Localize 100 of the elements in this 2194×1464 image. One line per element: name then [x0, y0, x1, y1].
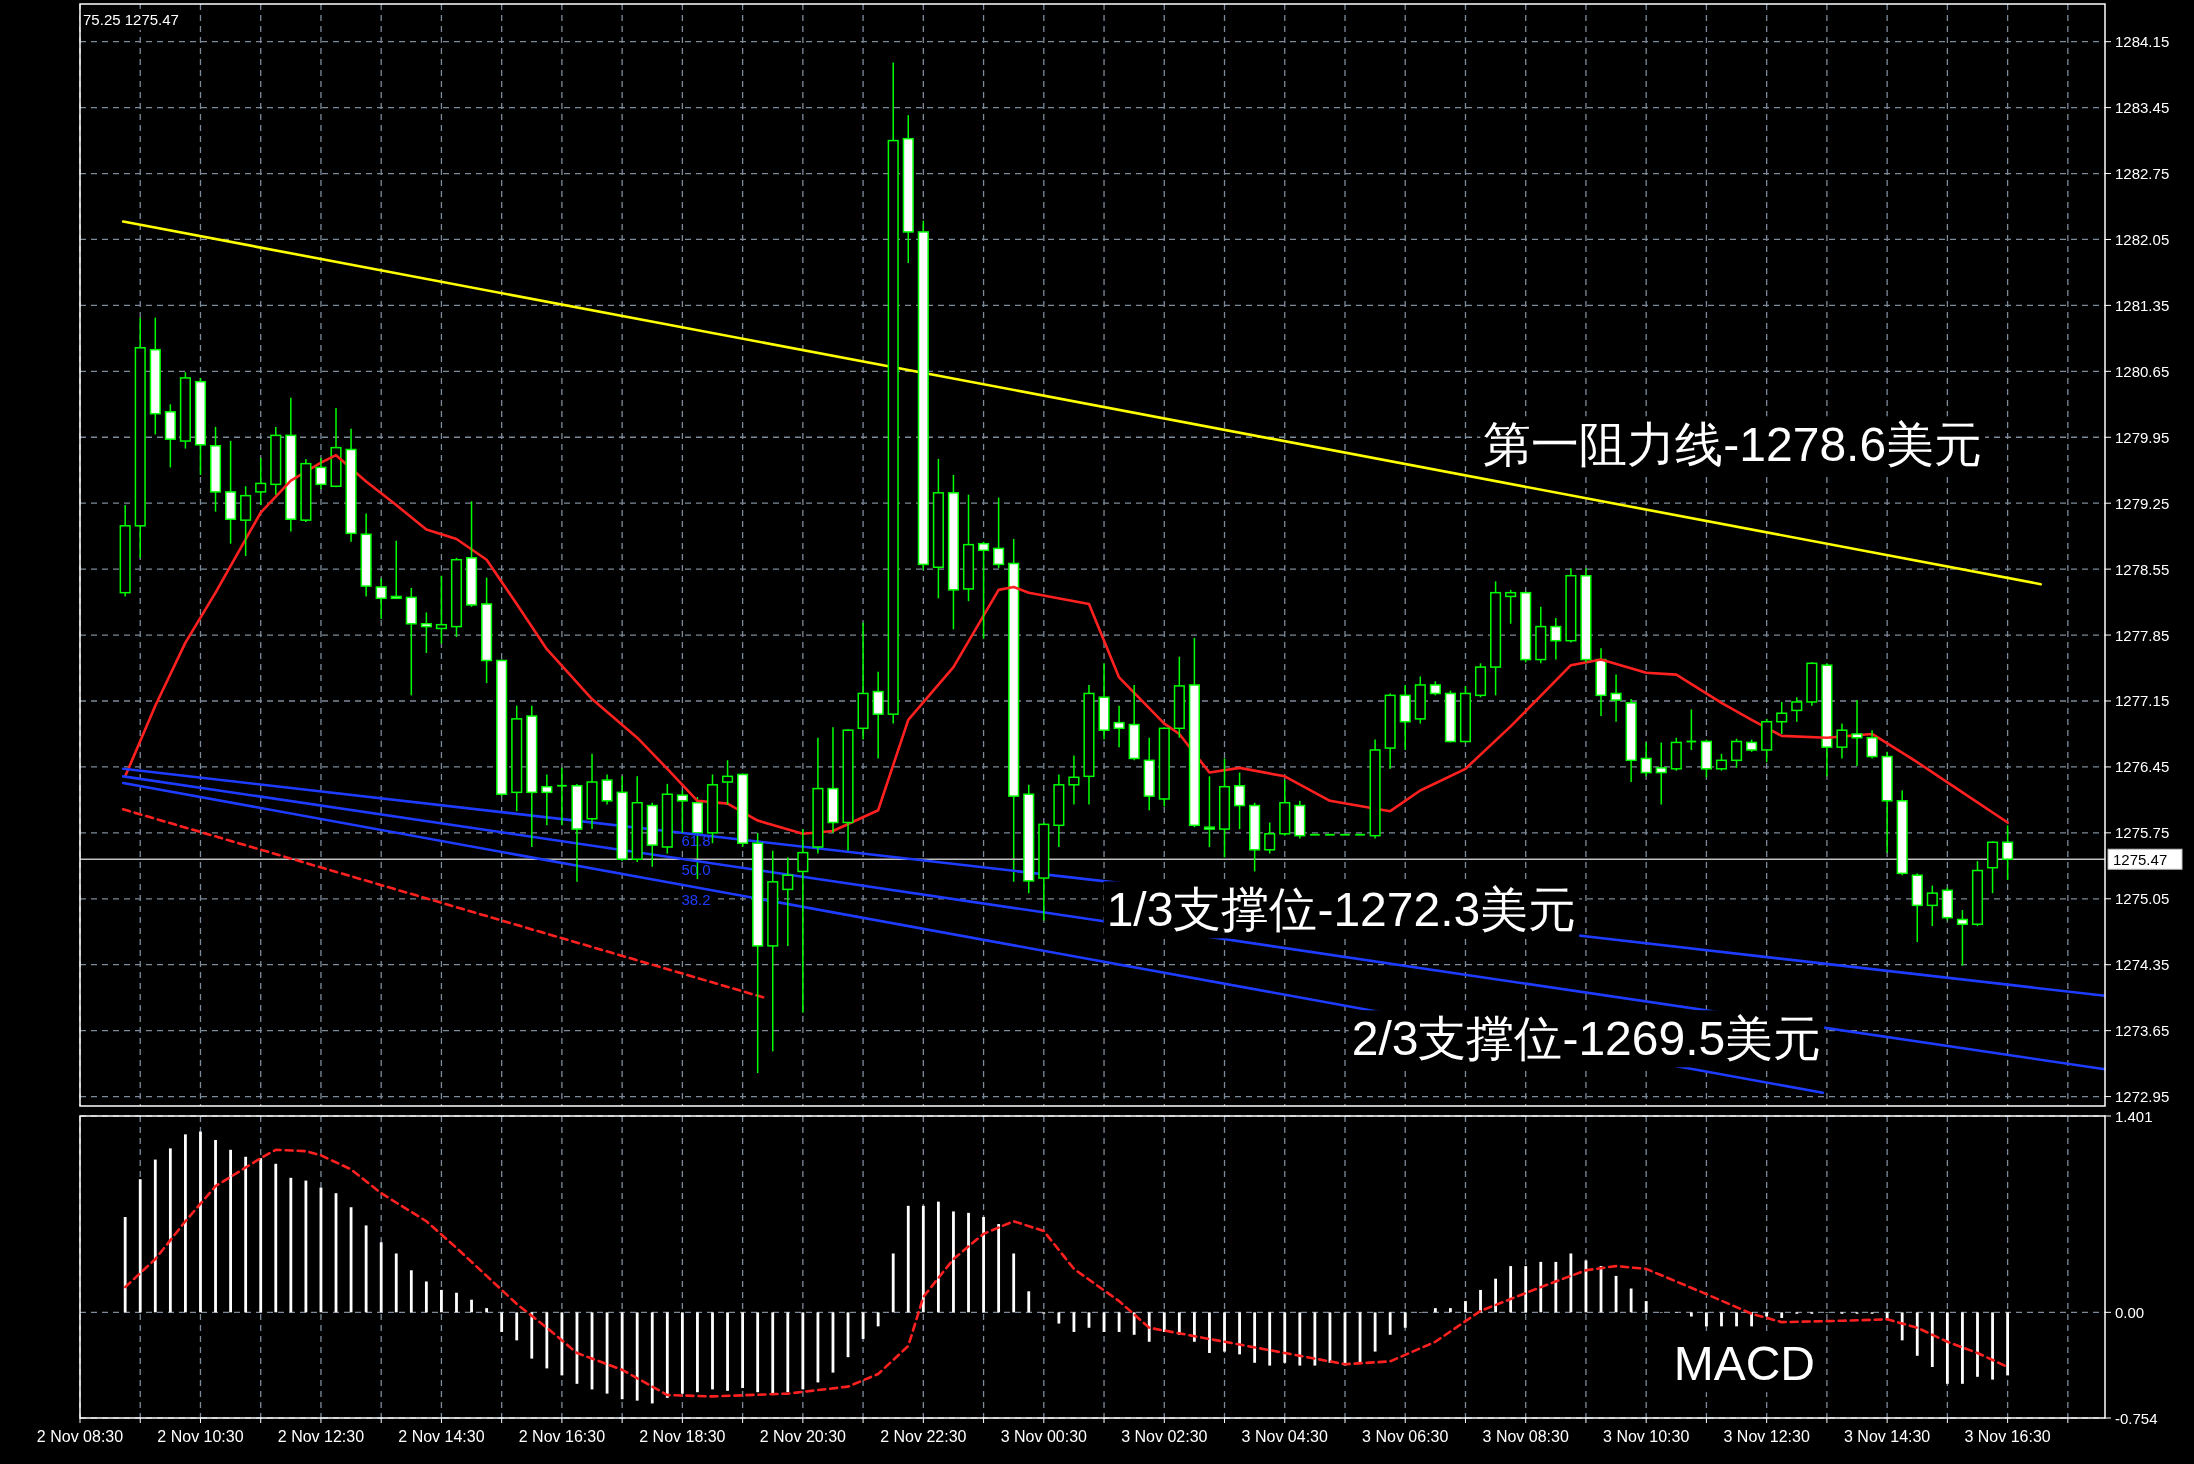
x-tick-label: 3 Nov 16:30 [1964, 1428, 2051, 1445]
bar [214, 1139, 217, 1313]
bar [1735, 1312, 1738, 1327]
annotation: 第一阻力线-1278.6美元 [1483, 418, 1983, 472]
candlestick [1956, 909, 1969, 967]
bar [1509, 1266, 1513, 1313]
bar [1253, 1312, 1257, 1363]
bar [1644, 1301, 1648, 1313]
candlestick [993, 496, 1005, 569]
y-tick-label: 1273.65 [2115, 1022, 2170, 1040]
bar [1976, 1312, 1979, 1377]
candlestick [1234, 771, 1246, 830]
y-tick-label: 1281.35 [2115, 296, 2170, 314]
candlestick [375, 577, 387, 620]
y-tick-label: 1283.45 [2115, 99, 2170, 117]
y-tick-label: 1275.05 [2115, 890, 2170, 908]
y-tick-label: 1282.75 [2115, 165, 2170, 183]
bar [620, 1312, 624, 1400]
ref-line-label: 1275.47 [2113, 850, 2168, 868]
bar [756, 1312, 760, 1393]
candlestick [1505, 589, 1517, 625]
bar [906, 1205, 910, 1313]
y-tick-label: 1276.45 [2115, 758, 2170, 776]
candlestick [1610, 673, 1622, 723]
candlestick [1640, 741, 1652, 778]
y-tick-label: 1280.65 [2115, 362, 2170, 380]
x-tick-label: 2 Nov 20:30 [759, 1428, 847, 1445]
candlestick [390, 540, 402, 600]
bar [1524, 1266, 1528, 1313]
y-tick-label: 1277.85 [2115, 626, 2170, 644]
bar [379, 1242, 383, 1313]
candlestick [1550, 617, 1562, 661]
candlestick [541, 773, 553, 827]
bar [921, 1205, 925, 1313]
y-tick-label: 1279.25 [2115, 494, 2170, 512]
candlestick [1851, 699, 1863, 767]
bar [741, 1312, 745, 1389]
y-tick-label: 1277.15 [2115, 692, 2170, 710]
x-tick-label: 2 Nov 08:30 [36, 1428, 124, 1445]
candlestick [255, 457, 267, 506]
bar [665, 1312, 669, 1398]
bar [1449, 1308, 1452, 1313]
x-tick-label: 2 Nov 18:30 [639, 1428, 726, 1445]
bar [1539, 1261, 1543, 1313]
x-tick-label: 3 Nov 00:30 [1000, 1428, 1088, 1445]
bar [786, 1312, 790, 1393]
candlestick [435, 574, 447, 645]
candlestick [1776, 701, 1788, 735]
bar [1705, 1312, 1708, 1327]
bar [1720, 1312, 1723, 1327]
bar [635, 1312, 639, 1401]
bar [530, 1312, 534, 1359]
x-tick-label: 3 Nov 10:30 [1603, 1428, 1690, 1445]
bar [1961, 1312, 1964, 1384]
bar [876, 1312, 880, 1327]
bar [199, 1131, 202, 1313]
bar [1780, 1312, 1784, 1318]
bar [1464, 1301, 1467, 1313]
bar [1403, 1312, 1407, 1328]
x-tick-label: 3 Nov 04:30 [1241, 1428, 1328, 1445]
bar [1689, 1312, 1693, 1317]
bar [1027, 1291, 1031, 1313]
bar [1930, 1312, 1934, 1367]
bar [711, 1312, 714, 1390]
bar [184, 1134, 187, 1313]
x-tick-label: 3 Nov 08:30 [1482, 1428, 1569, 1445]
bar [1388, 1312, 1392, 1335]
candlestick [872, 671, 884, 760]
candlestick [1264, 821, 1276, 855]
bar [801, 1312, 805, 1390]
candlestick [2002, 824, 2014, 881]
bar [1629, 1288, 1633, 1313]
x-tick-label: 3 Nov 02:30 [1121, 1428, 1208, 1445]
bar [304, 1180, 308, 1313]
bar [440, 1289, 443, 1313]
bar [394, 1253, 398, 1313]
bar [726, 1312, 729, 1391]
candlestick [1655, 741, 1667, 806]
bar [696, 1312, 699, 1393]
candlestick [978, 541, 990, 640]
candlestick [1866, 729, 1878, 760]
annotation: 38.2 [681, 891, 711, 909]
x-tick-label: 2 Nov 10:30 [157, 1428, 244, 1445]
bar [1313, 1312, 1317, 1366]
x-tick-label: 2 Nov 16:30 [518, 1428, 606, 1445]
bar [409, 1270, 413, 1313]
bar [1268, 1312, 1272, 1366]
candlestick [601, 773, 613, 806]
bar [1208, 1312, 1211, 1353]
annotation: 2/3支撑位-1269.5美元 [1351, 1012, 1822, 1066]
bar [244, 1156, 248, 1313]
bar [771, 1312, 775, 1394]
bar [936, 1201, 940, 1313]
bar [650, 1312, 654, 1404]
bar [168, 1148, 172, 1313]
bar [259, 1158, 263, 1313]
x-tick-label: 3 Nov 12:30 [1723, 1428, 1810, 1445]
annotation: 75.25 1275.47 [83, 10, 179, 28]
bar [2006, 1312, 2010, 1376]
candlestick [1836, 722, 1848, 760]
